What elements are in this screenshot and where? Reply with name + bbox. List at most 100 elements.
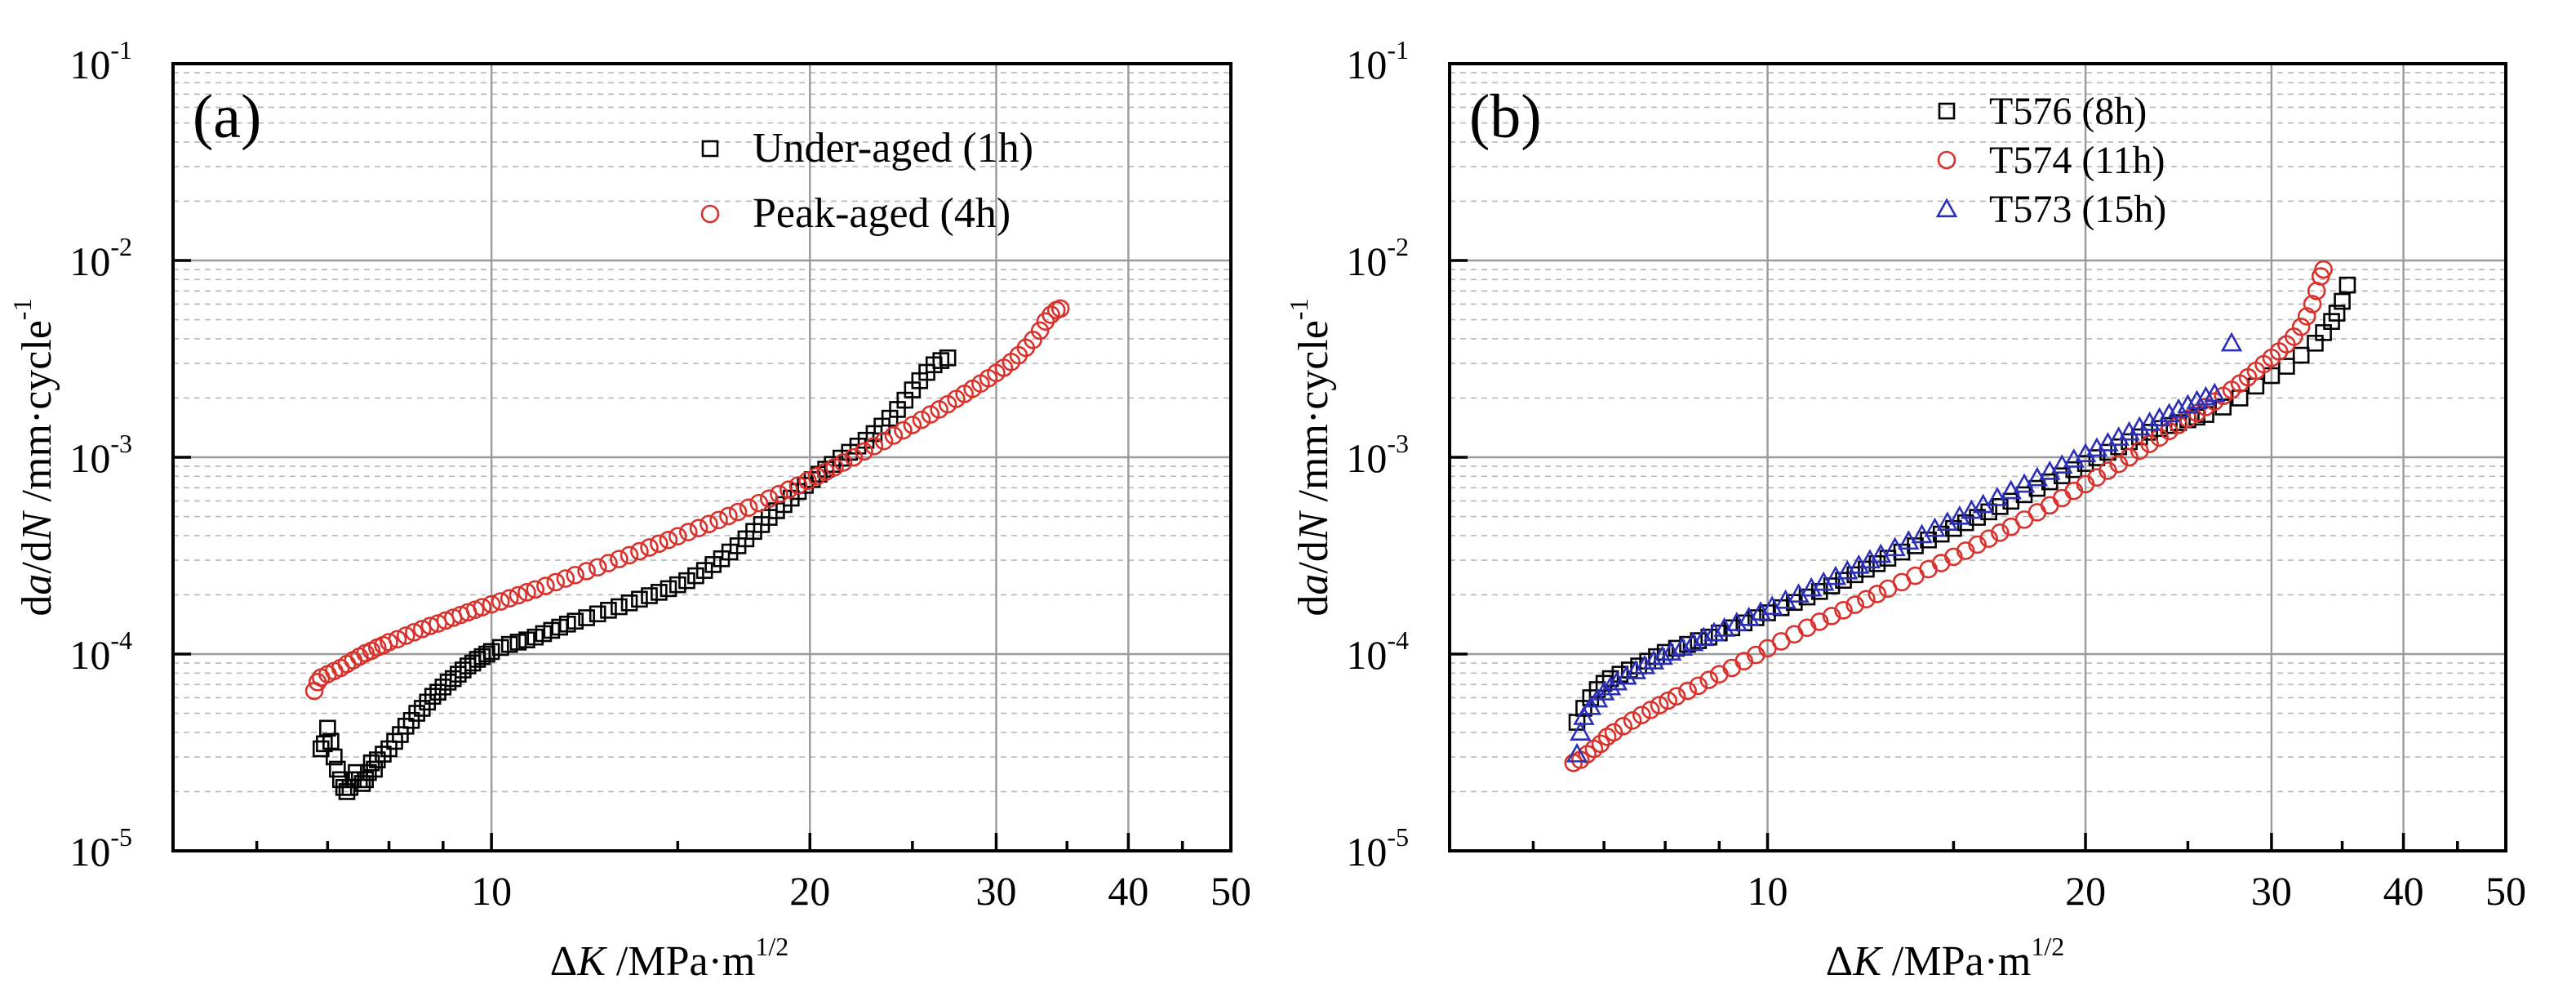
data-point — [1659, 691, 1677, 710]
data-point — [1632, 706, 1651, 724]
data-point — [1592, 681, 1615, 701]
data-point — [578, 609, 595, 626]
data-point — [2278, 358, 2295, 375]
data-point — [1968, 535, 1987, 554]
data-point — [2139, 411, 2161, 431]
series-triangle — [1566, 332, 2243, 763]
data-point — [884, 426, 904, 445]
data-point — [1822, 607, 1841, 625]
data-point — [874, 431, 894, 451]
data-point — [1945, 519, 1962, 537]
data-point — [1810, 583, 1828, 600]
data-point — [1667, 687, 1686, 706]
data-point — [1858, 560, 1875, 578]
data-point — [728, 502, 748, 522]
data-point — [1845, 595, 1864, 614]
data-point — [669, 576, 686, 594]
data-point — [509, 585, 528, 605]
data-point — [2129, 416, 2151, 436]
y-tick-label: 10-2 — [69, 232, 132, 284]
data-point — [660, 580, 677, 598]
data-point — [816, 462, 835, 481]
data-point — [1798, 588, 1816, 606]
data-point — [1611, 665, 1629, 683]
data-point — [2338, 276, 2356, 294]
data-point — [1642, 650, 1665, 670]
data-point — [405, 623, 424, 642]
legend-marker — [1937, 150, 1956, 170]
y-tick-label: 10-1 — [1346, 35, 1409, 87]
data-point — [397, 718, 415, 735]
data-point — [482, 594, 501, 614]
data-point — [326, 748, 343, 766]
data-point — [2076, 455, 2094, 472]
y-axis-title: da/dN /mm·cycle-1 — [7, 298, 60, 616]
data-point — [509, 634, 527, 651]
data-point — [429, 683, 446, 701]
data-point — [1599, 675, 1622, 696]
data-point — [704, 556, 722, 573]
data-point — [700, 514, 718, 534]
data-point — [2334, 292, 2351, 310]
data-point — [2120, 447, 2139, 467]
data-point — [482, 643, 500, 661]
data-point — [473, 648, 491, 665]
legend: T576 (8h) T574 (11h) T573 (15h) — [1935, 90, 2166, 231]
data-point — [353, 775, 371, 792]
data-point — [825, 457, 844, 477]
data-point — [687, 567, 704, 585]
data-point — [719, 506, 738, 526]
data-point — [600, 602, 617, 619]
panel-label: (a) — [193, 82, 261, 151]
data-point — [1979, 529, 1998, 548]
x-tick-label: 10 — [471, 868, 512, 914]
data-point — [1868, 585, 1887, 603]
data-point — [566, 612, 584, 630]
data-point — [739, 498, 758, 517]
data-point — [1857, 590, 1876, 609]
data-point — [2053, 467, 2071, 485]
data-point — [2292, 346, 2310, 364]
data-point — [759, 489, 779, 509]
data-point — [620, 594, 638, 612]
data-point — [577, 562, 596, 581]
data-point — [1834, 601, 1853, 620]
x-axis-ticks: 10 20 30 40 50 — [255, 833, 1251, 914]
data-point — [1870, 543, 1892, 563]
data-point — [2148, 407, 2170, 427]
data-point — [546, 572, 566, 592]
data-point — [2220, 332, 2243, 352]
data-point — [1586, 688, 1609, 708]
data-points — [1564, 260, 2356, 772]
data-point — [749, 493, 769, 513]
data-point — [903, 416, 922, 434]
y-tick-label: 10-3 — [1346, 429, 1409, 481]
data-point — [844, 447, 864, 467]
data-point — [1614, 717, 1632, 736]
data-point — [1024, 330, 1042, 349]
data-point — [2303, 295, 2322, 314]
data-point — [921, 405, 940, 424]
y-axis-title: da/dN /mm·cycle-1 — [1284, 298, 1337, 616]
data-point — [668, 527, 687, 545]
data-point — [2118, 421, 2140, 441]
data-point — [2052, 488, 2072, 508]
data-point — [2177, 394, 2199, 414]
data-point — [396, 626, 415, 645]
data-point — [1699, 670, 1718, 689]
series-circle — [1564, 260, 2333, 772]
data-point — [641, 587, 658, 604]
data-point — [380, 633, 398, 652]
data-point — [798, 471, 817, 491]
data-point — [2186, 389, 2208, 410]
data-point — [2130, 441, 2149, 461]
data-point — [2099, 443, 2116, 461]
data-point — [1835, 572, 1852, 589]
data-point — [2027, 503, 2047, 522]
y-tick-label: 10-5 — [69, 822, 132, 875]
x-tick-label: 50 — [1210, 868, 1251, 914]
legend-label: T574 (11h) — [1989, 139, 2165, 182]
data-point — [419, 693, 437, 711]
data-point — [631, 590, 648, 608]
data-point — [1992, 498, 2009, 515]
